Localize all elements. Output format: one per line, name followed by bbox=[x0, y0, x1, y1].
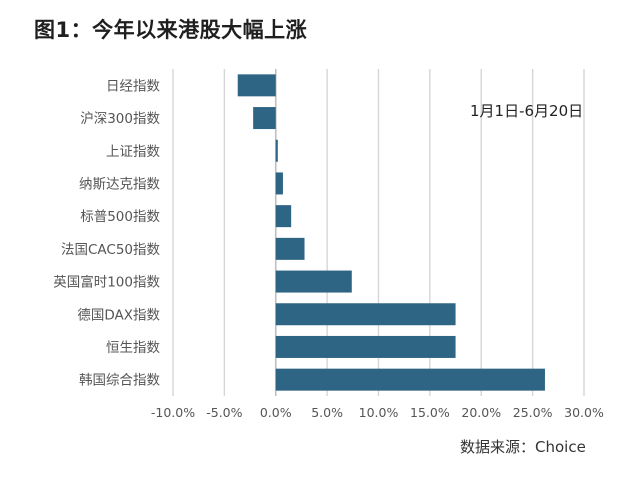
category-label: 法国CAC50指数 bbox=[61, 242, 161, 258]
x-tick-label: 25.0% bbox=[513, 405, 553, 420]
category-label: 英国富时100指数 bbox=[53, 274, 160, 291]
x-tick-labels: -10.0% -5.0% 0.0% 5.0% 10.0% 15.0% 20.0% 25.0% 3… bbox=[151, 405, 604, 420]
bars bbox=[237, 74, 545, 391]
category-label: 沪深300指数 bbox=[80, 111, 160, 127]
x-tick-label: 0.0% bbox=[260, 405, 292, 420]
category-label: 标普500指数 bbox=[80, 209, 160, 225]
category-label: 恒生指数 bbox=[106, 340, 160, 356]
chart-title: 图1：今年以来港股大幅上涨 bbox=[34, 18, 308, 42]
bar bbox=[275, 237, 305, 260]
bar bbox=[275, 139, 278, 162]
category-label: 日经指数 bbox=[106, 78, 160, 94]
x-tick-label: 10.0% bbox=[359, 405, 399, 420]
category-label: 上证指数 bbox=[106, 144, 160, 160]
bar bbox=[253, 107, 276, 130]
x-tick-label: 20.0% bbox=[461, 405, 501, 420]
x-tick-label: -10.0% bbox=[151, 405, 195, 420]
data-source-note: 数据来源：Choice bbox=[460, 438, 586, 456]
bar bbox=[275, 335, 456, 358]
bar bbox=[275, 172, 283, 195]
category-label: 德国DAX指数 bbox=[77, 307, 160, 323]
bar bbox=[275, 368, 545, 391]
x-tick-label: 30.0% bbox=[564, 405, 604, 420]
x-tick-label: -5.0% bbox=[206, 405, 242, 420]
category-label: 纳斯达克指数 bbox=[79, 176, 160, 192]
x-tick-label: 5.0% bbox=[311, 405, 343, 420]
category-label: 韩国综合指数 bbox=[79, 373, 160, 389]
date-range-annotation: 1月1日-6月20日 bbox=[470, 102, 584, 120]
bar bbox=[275, 270, 352, 293]
bar bbox=[237, 74, 276, 97]
bar bbox=[275, 205, 292, 228]
bar bbox=[275, 303, 456, 326]
category-labels: 日经指数沪深300指数上证指数纳斯达克指数标普500指数法国CAC50指数英国富… bbox=[53, 78, 160, 388]
x-tick-label: 15.0% bbox=[410, 405, 450, 420]
